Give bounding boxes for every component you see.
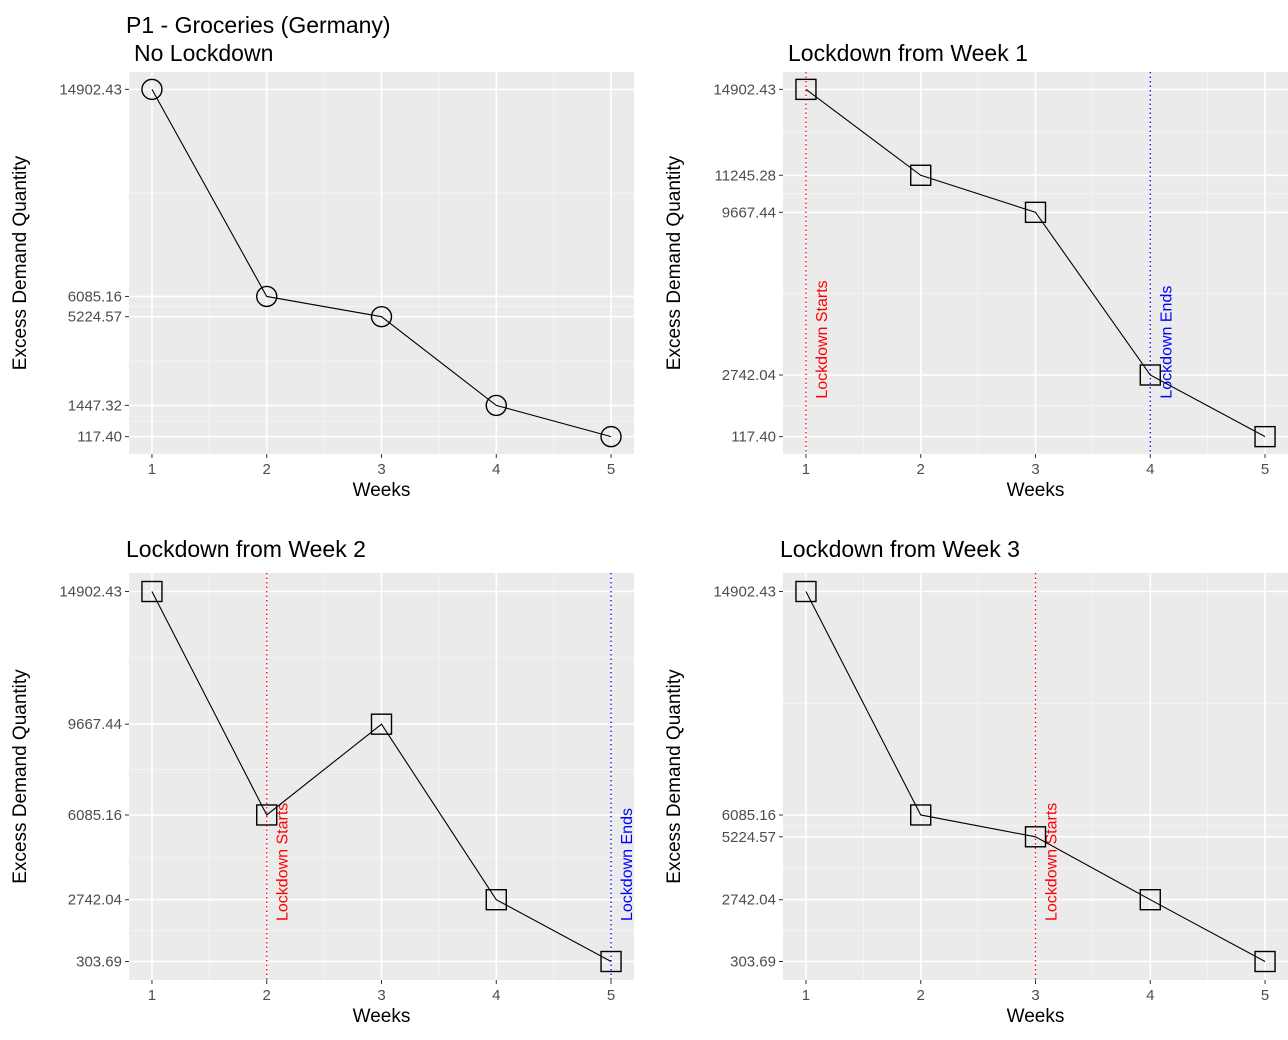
data-point	[795, 580, 817, 603]
y-tick-label: 5224.57	[722, 829, 776, 846]
data-point	[1139, 889, 1161, 911]
vline-label: Lockdown Starts	[814, 280, 831, 398]
data-point	[485, 889, 507, 911]
x-tick-label: 4	[492, 461, 500, 478]
x-tick-label: 2	[917, 987, 925, 1004]
y-axis-label: Excess Demand Quantity	[664, 669, 685, 884]
panel-title: Lockdown from Week 3	[780, 536, 1020, 562]
series-line	[805, 88, 1266, 438]
y-tick-label: 117.40	[77, 429, 122, 446]
data-point	[370, 305, 393, 328]
x-tick-label: 3	[1031, 461, 1039, 478]
data-point	[256, 285, 278, 308]
y-tick-label: 14902.43	[713, 584, 776, 601]
vline-label: Lockdown Starts	[1044, 803, 1061, 921]
x-tick-label: 4	[1146, 987, 1154, 1004]
data-point	[910, 164, 932, 186]
data-point	[1024, 201, 1047, 224]
x-tick-label: 2	[917, 461, 925, 478]
x-tick-label: 1	[148, 987, 156, 1004]
y-tick-label: 2742.04	[722, 367, 776, 384]
y-tick-label: 2742.04	[722, 892, 776, 909]
x-tick-label: 4	[1146, 461, 1154, 478]
y-tick-label: 303.69	[730, 954, 776, 971]
y-tick-label: 5224.57	[68, 309, 122, 326]
panel-title: Lockdown from Week 2	[126, 536, 366, 562]
x-tick-label: 3	[1031, 987, 1039, 1004]
x-tick-label: 5	[1261, 461, 1269, 478]
x-tick-label: 5	[607, 987, 615, 1004]
data-point	[795, 78, 817, 101]
y-tick-label: 14902.43	[59, 584, 122, 601]
data-point	[370, 713, 393, 735]
series-line	[151, 89, 612, 438]
figure-title: P1 - Groceries (Germany)	[126, 12, 391, 38]
y-axis-label: Excess Demand Quantity	[10, 155, 31, 370]
panel-4: 14902.43 6085.16 5224.57 2742.04 303.69 1 2 3 4 5…	[664, 536, 1288, 1027]
x-axis-label: Weeks	[1007, 480, 1065, 501]
x-tick-label: 5	[607, 461, 615, 478]
panel-3: 14902.43 9667.44 6085.16 2742.04 303.69 1 2 3 4 5…	[10, 536, 636, 1027]
x-tick-label: 3	[377, 461, 385, 478]
y-tick-label: 14902.43	[59, 81, 122, 98]
y-tick-label: 2742.04	[68, 892, 122, 909]
x-tick-label: 3	[377, 987, 385, 1004]
y-tick-label: 117.40	[731, 429, 776, 446]
y-axis-label: Excess Demand Quantity	[10, 669, 31, 884]
panel-2: 14902.43 11245.28 9667.44 2742.04 117.40 1 2 3 4…	[664, 40, 1288, 501]
series-line	[151, 591, 612, 962]
panel-title: No Lockdown	[134, 40, 273, 66]
x-tick-label: 4	[492, 987, 500, 1004]
y-tick-label: 11245.28	[715, 167, 776, 184]
data-point	[910, 804, 932, 826]
data-point	[141, 580, 163, 603]
data-point	[1139, 364, 1161, 386]
panel-title: Lockdown from Week 1	[788, 40, 1028, 66]
y-tick-label: 9667.44	[68, 716, 122, 733]
data-point	[1254, 950, 1276, 973]
y-tick-label: 1447.32	[68, 397, 122, 414]
data-point	[485, 394, 507, 417]
x-tick-label: 2	[263, 461, 271, 478]
y-tick-label: 6085.16	[722, 807, 776, 824]
x-axis-label: Weeks	[1007, 1006, 1065, 1027]
data-point	[141, 78, 163, 101]
vline-label: Lockdown Starts	[275, 803, 292, 921]
panel-1: 14902.43 6085.16 5224.57 1447.32 117.40 1 2 3 4 5…	[10, 40, 634, 501]
x-axis-label: Weeks	[353, 480, 411, 501]
y-tick-label: 6085.16	[68, 288, 122, 305]
y-tick-label: 9667.44	[722, 204, 776, 221]
vline-label: Lockdown Ends	[1158, 286, 1175, 399]
x-tick-label: 5	[1261, 987, 1269, 1004]
x-axis-label: Weeks	[353, 1006, 411, 1027]
x-tick-label: 1	[148, 461, 156, 478]
y-tick-label: 303.69	[76, 954, 122, 971]
x-tick-label: 1	[802, 461, 810, 478]
data-point	[600, 425, 622, 448]
data-point	[1024, 826, 1047, 848]
y-axis-label: Excess Demand Quantity	[664, 155, 685, 370]
series-line	[805, 591, 1266, 962]
data-point	[1254, 425, 1276, 448]
y-tick-label: 6085.16	[68, 807, 122, 824]
y-tick-label: 14902.43	[713, 81, 776, 98]
vline-label: Lockdown Ends	[619, 808, 636, 921]
data-point	[600, 950, 622, 973]
x-tick-label: 1	[802, 987, 810, 1004]
data-point	[256, 804, 278, 826]
x-tick-label: 2	[263, 987, 271, 1004]
